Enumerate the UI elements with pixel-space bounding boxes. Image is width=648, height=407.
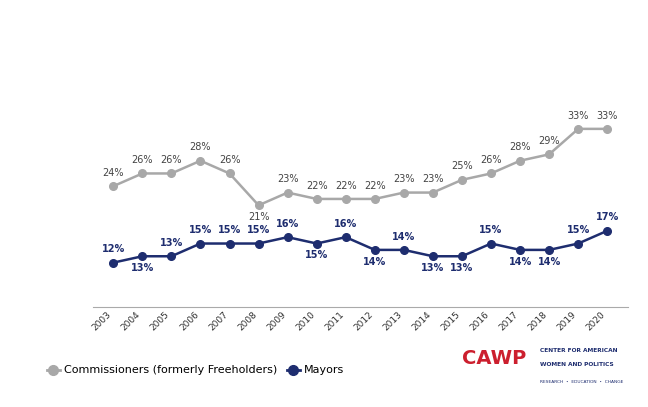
Text: 15%: 15%	[247, 225, 270, 235]
Text: CENTER FOR AMERICAN: CENTER FOR AMERICAN	[540, 348, 618, 354]
Legend: Commissioners (formerly Freeholders), Mayors: Commissioners (formerly Freeholders), Ma…	[42, 361, 349, 380]
Text: 14%: 14%	[509, 256, 532, 267]
Text: 15%: 15%	[305, 250, 329, 260]
Text: 15%: 15%	[480, 225, 503, 235]
Text: 22%: 22%	[364, 181, 386, 190]
Text: 21%: 21%	[248, 212, 270, 222]
Text: 13%: 13%	[131, 263, 154, 273]
Text: 26%: 26%	[480, 155, 502, 165]
Text: 12%: 12%	[102, 244, 125, 254]
Text: 26%: 26%	[219, 155, 240, 165]
Text: 33%: 33%	[568, 111, 589, 120]
Text: Women as a Percentage of NJ Mayors and Commissioners: 2003-2020: Women as a Percentage of NJ Mayors and C…	[19, 29, 593, 44]
Text: RESEARCH  •  EDUCATION  •  CHANGE: RESEARCH • EDUCATION • CHANGE	[540, 380, 623, 384]
Text: 15%: 15%	[218, 225, 241, 235]
Text: 28%: 28%	[509, 142, 531, 152]
Text: 26%: 26%	[161, 155, 182, 165]
Text: 14%: 14%	[538, 256, 561, 267]
Text: 29%: 29%	[538, 136, 560, 146]
Text: 16%: 16%	[334, 219, 358, 229]
Text: 13%: 13%	[160, 238, 183, 248]
Text: 26%: 26%	[132, 155, 153, 165]
Text: 15%: 15%	[189, 225, 212, 235]
Text: 25%: 25%	[451, 162, 473, 171]
Text: 13%: 13%	[450, 263, 474, 273]
Text: 13%: 13%	[421, 263, 445, 273]
Text: 24%: 24%	[102, 168, 124, 178]
Text: 22%: 22%	[335, 181, 356, 190]
Text: CAWP: CAWP	[462, 349, 526, 368]
Text: 14%: 14%	[392, 232, 415, 242]
Text: 17%: 17%	[596, 212, 619, 223]
Text: 23%: 23%	[393, 174, 415, 184]
Text: 33%: 33%	[597, 111, 618, 120]
Text: 23%: 23%	[277, 174, 298, 184]
Text: WOMEN AND POLITICS: WOMEN AND POLITICS	[540, 362, 614, 367]
Text: 14%: 14%	[363, 256, 386, 267]
Text: 28%: 28%	[190, 142, 211, 152]
Text: 23%: 23%	[422, 174, 444, 184]
Text: 16%: 16%	[276, 219, 299, 229]
Text: 15%: 15%	[566, 225, 590, 235]
Text: 22%: 22%	[306, 181, 327, 190]
